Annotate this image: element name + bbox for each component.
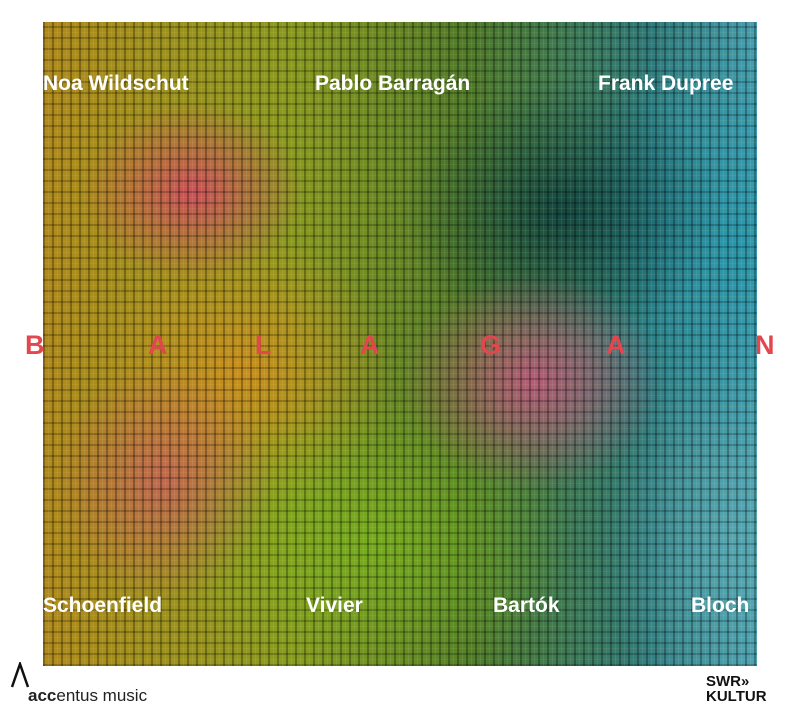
performer-name: Frank Dupree [598,72,734,95]
title-letter: A [148,330,168,360]
title-letter: B [25,330,45,360]
label-name: accentus music [28,686,148,705]
title-letter: A [360,330,380,360]
composer-name: Schoenfield [43,594,163,617]
performer-name: Pablo Barragán [315,72,471,95]
composer-name: Bloch [691,594,750,617]
performer-name: Noa Wildschut [43,72,189,95]
title-letter: G [480,330,502,360]
title-letter: N [755,330,775,360]
composer-name: Vivier [306,594,363,617]
cover-artwork [43,22,757,666]
broadcaster-logo: SWR» KULTUR [706,673,767,705]
title-letter: A [606,330,626,360]
composer-name: Bartók [493,594,560,617]
title-letter: L [255,330,272,360]
accentus-logo-icon [10,662,30,688]
